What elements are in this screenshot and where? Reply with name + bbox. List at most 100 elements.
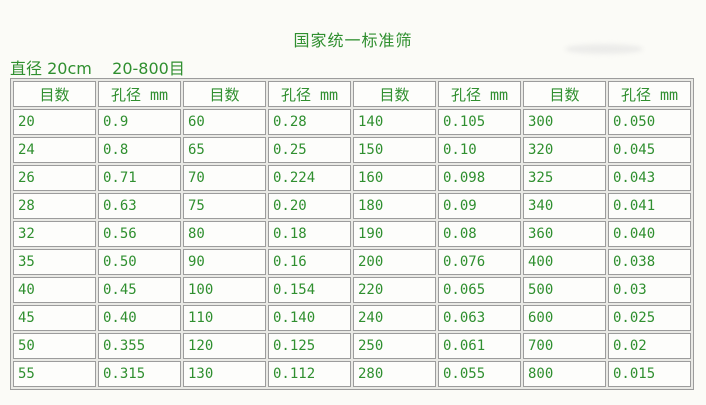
cell-mesh-count: 90	[183, 249, 266, 275]
cell-aperture-mm: 0.45	[98, 277, 181, 303]
cell-aperture-mm: 0.40	[98, 305, 181, 331]
cell-aperture-mm: 0.63	[98, 193, 181, 219]
cell-mesh-count: 120	[183, 333, 266, 359]
cell-mesh-count: 150	[353, 137, 436, 163]
header-cell-mesh-count: 目数	[523, 81, 606, 107]
header-cell-aperture-mm: 孔径 mm	[608, 81, 691, 107]
header-cell-mesh-count: 目数	[183, 81, 266, 107]
cell-mesh-count: 180	[353, 193, 436, 219]
cell-aperture-mm: 0.112	[268, 361, 351, 387]
cell-mesh-count: 110	[183, 305, 266, 331]
cell-mesh-count: 35	[13, 249, 96, 275]
header-cell-aperture-mm: 孔径 mm	[98, 81, 181, 107]
cell-aperture-mm: 0.125	[268, 333, 351, 359]
cell-aperture-mm: 0.355	[98, 333, 181, 359]
cell-aperture-mm: 0.061	[438, 333, 521, 359]
cell-aperture-mm: 0.140	[268, 305, 351, 331]
cell-aperture-mm: 0.041	[608, 193, 691, 219]
cell-mesh-count: 32	[13, 221, 96, 247]
table-row: 35 0.50 90 0.16 200 0.076 400 0.038	[13, 249, 691, 275]
table-row: 28 0.63 75 0.20 180 0.09 340 0.041	[13, 193, 691, 219]
cell-mesh-count: 100	[183, 277, 266, 303]
cell-mesh-count: 24	[13, 137, 96, 163]
table-row: 50 0.355 120 0.125 250 0.061 700 0.02	[13, 333, 691, 359]
cell-aperture-mm: 0.045	[608, 137, 691, 163]
cell-aperture-mm: 0.8	[98, 137, 181, 163]
table-row: 20 0.9 60 0.28 140 0.105 300 0.050	[13, 109, 691, 135]
cell-aperture-mm: 0.10	[438, 137, 521, 163]
cell-aperture-mm: 0.015	[608, 361, 691, 387]
cell-aperture-mm: 0.065	[438, 277, 521, 303]
cell-aperture-mm: 0.055	[438, 361, 521, 387]
sieve-spec-table: 目数 孔径 mm 目数 孔径 mm 目数 孔径 mm 目数 孔径 mm 20 0.9 60 0.28…	[10, 78, 694, 390]
cell-aperture-mm: 0.076	[438, 249, 521, 275]
cell-mesh-count: 400	[523, 249, 606, 275]
cell-mesh-count: 160	[353, 165, 436, 191]
cell-aperture-mm: 0.18	[268, 221, 351, 247]
cell-aperture-mm: 0.16	[268, 249, 351, 275]
cell-mesh-count: 280	[353, 361, 436, 387]
background-smudge-artifact	[565, 44, 643, 54]
cell-aperture-mm: 0.56	[98, 221, 181, 247]
table-row: 55 0.315 130 0.112 280 0.055 800 0.015	[13, 361, 691, 387]
cell-aperture-mm: 0.71	[98, 165, 181, 191]
table-body: 20 0.9 60 0.28 140 0.105 300 0.050 24 0.8 65 0.25 15…	[13, 109, 691, 387]
cell-mesh-count: 50	[13, 333, 96, 359]
cell-mesh-count: 200	[353, 249, 436, 275]
cell-mesh-count: 800	[523, 361, 606, 387]
cell-mesh-count: 300	[523, 109, 606, 135]
cell-mesh-count: 500	[523, 277, 606, 303]
cell-mesh-count: 45	[13, 305, 96, 331]
cell-mesh-count: 60	[183, 109, 266, 135]
cell-aperture-mm: 0.09	[438, 193, 521, 219]
cell-mesh-count: 26	[13, 165, 96, 191]
cell-mesh-count: 240	[353, 305, 436, 331]
cell-mesh-count: 190	[353, 221, 436, 247]
header-cell-mesh-count: 目数	[13, 81, 96, 107]
cell-mesh-count: 20	[13, 109, 96, 135]
header-cell-mesh-count: 目数	[353, 81, 436, 107]
header-cell-aperture-mm: 孔径 mm	[438, 81, 521, 107]
cell-mesh-count: 28	[13, 193, 96, 219]
page-title: 国家统一标准筛	[293, 31, 413, 50]
header-cell-aperture-mm: 孔径 mm	[268, 81, 351, 107]
cell-aperture-mm: 0.315	[98, 361, 181, 387]
table-row: 32 0.56 80 0.18 190 0.08 360 0.040	[13, 221, 691, 247]
cell-mesh-count: 325	[523, 165, 606, 191]
page-subtitle: 直径 20cm 20-800目	[10, 59, 185, 78]
table-row: 24 0.8 65 0.25 150 0.10 320 0.045	[13, 137, 691, 163]
table-row: 45 0.40 110 0.140 240 0.063 600 0.025	[13, 305, 691, 331]
cell-aperture-mm: 0.224	[268, 165, 351, 191]
cell-aperture-mm: 0.038	[608, 249, 691, 275]
cell-aperture-mm: 0.50	[98, 249, 181, 275]
cell-mesh-count: 250	[353, 333, 436, 359]
cell-aperture-mm: 0.03	[608, 277, 691, 303]
cell-aperture-mm: 0.098	[438, 165, 521, 191]
cell-mesh-count: 360	[523, 221, 606, 247]
cell-aperture-mm: 0.08	[438, 221, 521, 247]
cell-mesh-count: 140	[353, 109, 436, 135]
cell-aperture-mm: 0.063	[438, 305, 521, 331]
cell-mesh-count: 40	[13, 277, 96, 303]
cell-mesh-count: 65	[183, 137, 266, 163]
table-row: 40 0.45 100 0.154 220 0.065 500 0.03	[13, 277, 691, 303]
cell-mesh-count: 80	[183, 221, 266, 247]
cell-mesh-count: 700	[523, 333, 606, 359]
cell-mesh-count: 220	[353, 277, 436, 303]
cell-mesh-count: 75	[183, 193, 266, 219]
cell-mesh-count: 340	[523, 193, 606, 219]
cell-aperture-mm: 0.02	[608, 333, 691, 359]
header-row: 目数 孔径 mm 目数 孔径 mm 目数 孔径 mm 目数 孔径 mm	[13, 81, 691, 107]
cell-aperture-mm: 0.050	[608, 109, 691, 135]
cell-aperture-mm: 0.20	[268, 193, 351, 219]
table-row: 26 0.71 70 0.224 160 0.098 325 0.043	[13, 165, 691, 191]
cell-aperture-mm: 0.105	[438, 109, 521, 135]
cell-aperture-mm: 0.025	[608, 305, 691, 331]
cell-mesh-count: 130	[183, 361, 266, 387]
cell-aperture-mm: 0.154	[268, 277, 351, 303]
cell-aperture-mm: 0.28	[268, 109, 351, 135]
cell-aperture-mm: 0.25	[268, 137, 351, 163]
cell-aperture-mm: 0.043	[608, 165, 691, 191]
cell-mesh-count: 70	[183, 165, 266, 191]
